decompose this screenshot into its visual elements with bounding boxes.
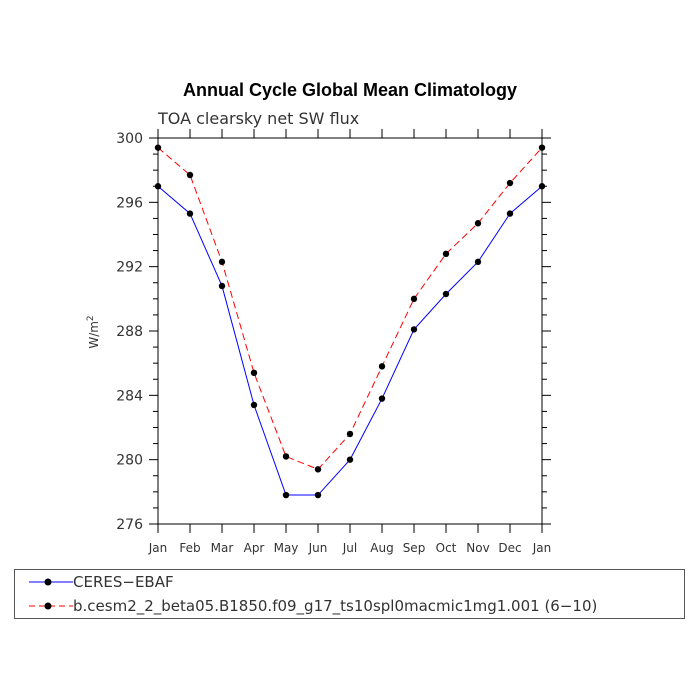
series-0-point <box>442 290 450 298</box>
y-tick-label: 300 <box>116 131 143 147</box>
series-0-point <box>154 183 162 190</box>
y-axis-label: W/m2 <box>86 315 101 348</box>
series-1-point <box>538 144 546 151</box>
y-tick-label: 284 <box>116 388 143 404</box>
x-tick-label: Mar <box>211 541 234 555</box>
series-0-point <box>474 258 482 266</box>
series-0-point <box>346 456 354 463</box>
series-1-point <box>314 466 322 473</box>
x-tick-label: Dec <box>498 541 521 555</box>
chart-title: Annual Cycle Global Mean Climatology <box>183 80 517 100</box>
series-1-point <box>154 144 162 151</box>
x-tick-label: Apr <box>244 541 265 555</box>
series-line-0 <box>157 185 543 496</box>
series-0-point <box>538 183 546 190</box>
legend-item-series-0: CERES−EBAF <box>15 572 684 594</box>
y-tick-label: 276 <box>116 517 143 533</box>
y-tick-label: 292 <box>116 260 143 276</box>
x-tick-label: Nov <box>466 541 489 555</box>
series-1-point <box>506 179 514 187</box>
series-1-point <box>346 430 354 438</box>
series-0-point <box>282 491 290 499</box>
series-0-point <box>250 401 258 409</box>
series-0-point <box>186 210 194 217</box>
series-line-1 <box>157 147 543 470</box>
series-1-point <box>218 258 226 266</box>
x-tick-label: Oct <box>436 541 457 555</box>
x-tick-label: Jan <box>532 541 552 555</box>
series-0-point <box>378 395 386 402</box>
x-tick-label: Jul <box>342 541 357 555</box>
x-tick-label: Jan <box>148 541 168 555</box>
series-1-point <box>186 171 194 179</box>
series-1-point <box>442 250 450 257</box>
x-tick-label: Sep <box>403 541 426 555</box>
series-0-point <box>218 282 226 290</box>
y-tick-label: 288 <box>116 324 143 340</box>
y-axis-label-superscript: 2 <box>86 315 96 321</box>
series-0-point <box>410 326 418 333</box>
y-tick-label: 280 <box>116 453 143 469</box>
x-tick-label: Aug <box>370 541 393 555</box>
legend-label-series-1: b.cesm2_2_beta05.B1850.f09_g17_ts10spl0m… <box>73 597 598 615</box>
y-tick-label: 296 <box>116 195 143 211</box>
plot-frame <box>157 137 543 525</box>
legend: CERES−EBAF b.cesm2_2_beta05.B1850.f09_g1… <box>14 569 685 619</box>
legend-label-series-0: CERES−EBAF <box>73 573 174 591</box>
legend-swatch-series-1 <box>29 602 73 610</box>
series-1-point <box>250 369 258 377</box>
series-0-point <box>506 210 514 217</box>
plot-area: 276 280 284 288 292 296 300 Jan Feb Mar Apr May Jun J… <box>116 129 551 555</box>
x-tick-label: Jun <box>308 541 328 555</box>
legend-item-series-1: b.cesm2_2_beta05.B1850.f09_g17_ts10spl0m… <box>15 596 684 618</box>
y-axis-label-base: W/m <box>87 321 101 349</box>
series-1-point <box>378 363 386 370</box>
chart-subtitle: TOA clearsky net SW flux <box>157 109 359 128</box>
x-tick-label: Feb <box>179 541 200 555</box>
series-1-point <box>282 453 290 460</box>
x-tick-label: May <box>274 541 299 555</box>
series-0-point <box>314 491 322 499</box>
series-1-point <box>410 295 418 303</box>
series-1-point <box>474 220 482 227</box>
legend-swatch-series-0 <box>29 578 73 586</box>
